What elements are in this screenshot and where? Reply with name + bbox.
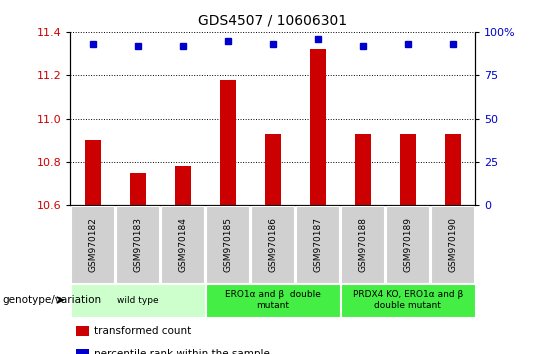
Text: GSM970184: GSM970184	[178, 217, 187, 272]
Bar	[220, 80, 235, 205]
Text: percentile rank within the sample: percentile rank within the sample	[94, 349, 271, 354]
Text: ERO1α and β  double
mutant: ERO1α and β double mutant	[225, 290, 321, 310]
Text: transformed count: transformed count	[94, 326, 192, 336]
Bar	[310, 49, 326, 205]
Text: genotype/variation: genotype/variation	[3, 295, 102, 305]
Bar	[445, 134, 461, 205]
Text: GSM970183: GSM970183	[133, 217, 142, 272]
Bar	[175, 166, 191, 205]
Text: GSM970182: GSM970182	[88, 217, 97, 272]
Bar	[355, 134, 370, 205]
Text: wild type: wild type	[117, 296, 159, 304]
Bar	[265, 134, 281, 205]
Text: GSM970190: GSM970190	[448, 217, 457, 272]
Bar	[85, 140, 100, 205]
Text: GSM970189: GSM970189	[403, 217, 412, 272]
Bar	[400, 134, 416, 205]
Text: PRDX4 KO, ERO1α and β
double mutant: PRDX4 KO, ERO1α and β double mutant	[353, 290, 463, 310]
Text: GSM970187: GSM970187	[313, 217, 322, 272]
Bar	[130, 173, 146, 205]
Text: GSM970185: GSM970185	[223, 217, 232, 272]
Text: GSM970188: GSM970188	[358, 217, 367, 272]
Text: GSM970186: GSM970186	[268, 217, 277, 272]
Title: GDS4507 / 10606301: GDS4507 / 10606301	[198, 14, 347, 28]
